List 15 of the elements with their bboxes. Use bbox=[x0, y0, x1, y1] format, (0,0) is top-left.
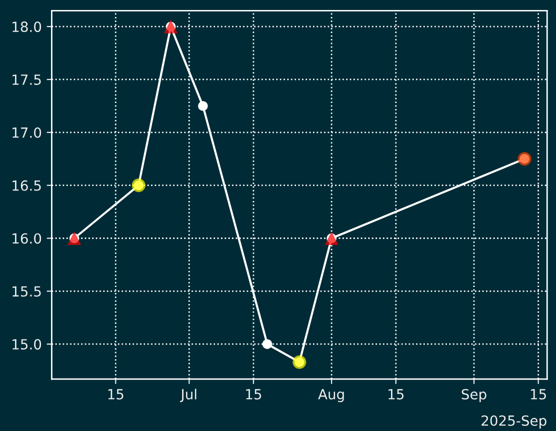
y-tick-label: 17.0 bbox=[12, 127, 42, 138]
x-tick-label: Aug bbox=[318, 389, 344, 402]
y-tick-label: 15.5 bbox=[12, 286, 41, 297]
y-tick-label: 18.0 bbox=[12, 22, 42, 32]
x-tick-label: Jul bbox=[180, 388, 196, 402]
y-tick-label: 17.5 bbox=[12, 74, 41, 85]
x-tick-label: 15 bbox=[108, 389, 124, 400]
y-tick-label: 16.0 bbox=[12, 233, 42, 244]
y-tick-label: 16.5 bbox=[12, 180, 41, 191]
text: 2025-Sep bbox=[482, 415, 546, 429]
x-tick-label: 15 bbox=[388, 389, 404, 400]
x-tick-label: 15 bbox=[530, 389, 546, 400]
x-tick-label: Sep bbox=[462, 388, 486, 402]
x-tick-label: 15 bbox=[246, 389, 262, 400]
y-tick-label: 15.0 bbox=[12, 339, 42, 350]
